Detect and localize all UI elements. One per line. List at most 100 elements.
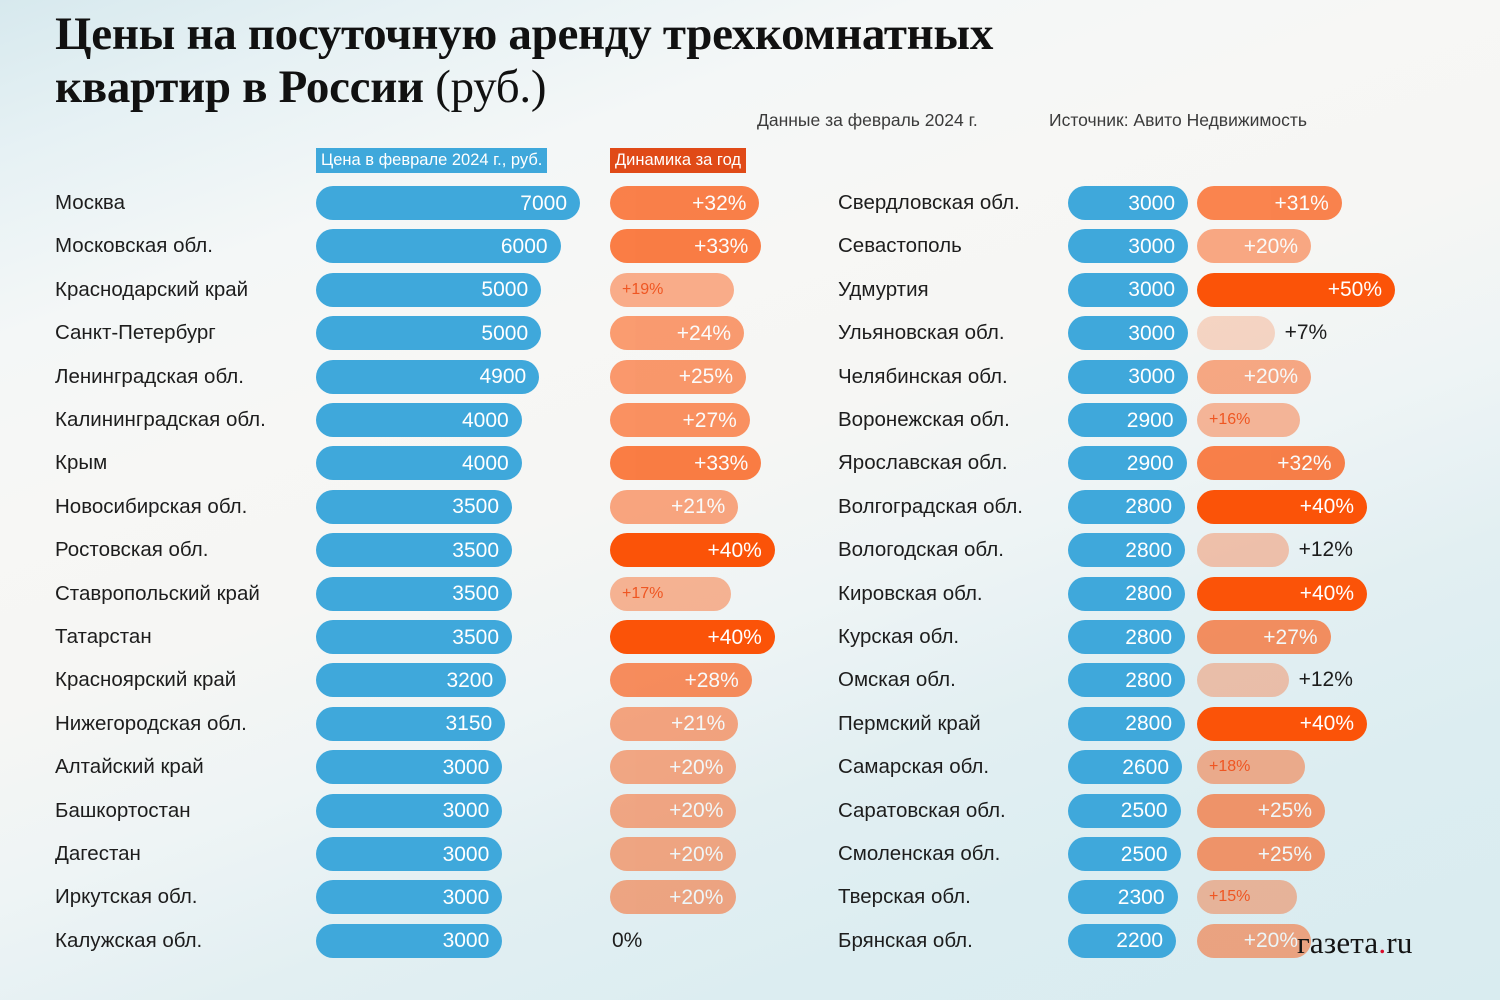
dynamics-bar[interactable]: +32% xyxy=(610,186,760,220)
dynamics-bar[interactable]: +40% xyxy=(1197,489,1367,524)
dynamics-bar[interactable] xyxy=(1197,880,1297,915)
dynamics-bar[interactable] xyxy=(1197,316,1275,351)
dynamics-bar[interactable] xyxy=(1197,533,1289,568)
table-row[interactable]: Красноярский край 3200 +28% xyxy=(0,663,800,706)
table-row[interactable]: Калининградская обл. 4000 +27% xyxy=(0,403,800,446)
dynamics-bar[interactable]: +20% xyxy=(1197,923,1311,958)
price-bar[interactable]: 3500 xyxy=(316,489,512,524)
price-bar[interactable]: 3000 xyxy=(316,793,503,828)
dynamics-bar[interactable]: +20% xyxy=(610,880,737,915)
table-row[interactable]: Ульяновская обл. 3000 +7% xyxy=(778,316,1500,359)
dynamics-bar[interactable] xyxy=(1197,750,1306,785)
price-bar[interactable]: 2900 xyxy=(1068,403,1187,437)
table-row[interactable]: Свердловская обл. 3000 +31% xyxy=(778,186,1500,229)
price-bar[interactable]: 3000 xyxy=(316,880,503,915)
price-bar[interactable]: 2800 xyxy=(1068,620,1185,654)
price-bar[interactable]: 3500 xyxy=(316,576,512,611)
table-row[interactable]: Севастополь 3000 +20% xyxy=(778,229,1500,272)
table-row[interactable]: Брянская обл. 2200 +20% xyxy=(778,923,1500,967)
table-row[interactable]: Самарская обл. 2600 +18% xyxy=(778,750,1500,793)
table-row[interactable]: Москва 7000 +32% xyxy=(0,186,800,229)
price-bar[interactable]: 2300 xyxy=(1068,880,1178,915)
table-row[interactable]: Санкт-Петербург 5000 +24% xyxy=(0,316,800,359)
table-row[interactable]: Курская обл. 2800 +27% xyxy=(778,620,1500,663)
dynamics-bar[interactable] xyxy=(610,576,731,611)
price-bar[interactable]: 3000 xyxy=(1068,359,1188,394)
dynamics-bar[interactable]: +27% xyxy=(610,403,750,437)
price-bar[interactable]: 4000 xyxy=(316,403,522,437)
table-row[interactable]: Челябинская обл. 3000 +20% xyxy=(778,359,1500,403)
table-row[interactable]: Саратовская обл. 2500 +25% xyxy=(778,793,1500,837)
price-bar[interactable]: 2600 xyxy=(1068,750,1182,785)
price-bar[interactable]: 3150 xyxy=(316,706,506,741)
price-bar[interactable]: 2800 xyxy=(1068,533,1185,568)
gazeta-logo[interactable]: газета.ru xyxy=(1297,925,1413,961)
dynamics-bar[interactable]: +40% xyxy=(1197,576,1367,611)
table-row[interactable]: Калужская обл. 3000 0% xyxy=(0,923,800,967)
price-bar[interactable]: 3000 xyxy=(1068,272,1188,307)
price-bar[interactable]: 2800 xyxy=(1068,706,1185,741)
price-bar[interactable]: 5000 xyxy=(316,272,542,307)
dynamics-bar[interactable] xyxy=(1197,663,1289,698)
table-row[interactable]: Нижегородская обл. 3150 +21% xyxy=(0,706,800,750)
price-bar[interactable]: 2500 xyxy=(1068,793,1181,828)
table-row[interactable]: Удмуртия 3000 +50% xyxy=(778,272,1500,316)
dynamics-bar[interactable]: +40% xyxy=(1197,706,1367,741)
price-bar[interactable]: 3000 xyxy=(1068,186,1188,220)
price-bar[interactable]: 2900 xyxy=(1068,446,1187,481)
dynamics-bar[interactable]: +33% xyxy=(610,229,762,264)
price-bar[interactable]: 3000 xyxy=(1068,316,1188,351)
dynamics-bar[interactable]: +20% xyxy=(1197,359,1311,394)
price-bar[interactable]: 2200 xyxy=(1068,923,1176,958)
table-row[interactable]: Смоленская обл. 2500 +25% xyxy=(778,837,1500,880)
dynamics-bar[interactable]: +20% xyxy=(1197,229,1311,264)
dynamics-bar[interactable]: +21% xyxy=(610,489,739,524)
price-bar[interactable]: 5000 xyxy=(316,316,542,351)
table-row[interactable]: Волгоградская обл. 2800 +40% xyxy=(778,489,1500,533)
table-row[interactable]: Татарстан 3500 +40% xyxy=(0,620,800,663)
table-row[interactable]: Башкортостан 3000 +20% xyxy=(0,793,800,837)
dynamics-bar[interactable]: +25% xyxy=(1197,837,1325,871)
table-row[interactable]: Воронежская обл. 2900 +16% xyxy=(778,403,1500,446)
table-row[interactable]: Тверская обл. 2300 +15% xyxy=(778,880,1500,923)
dynamics-bar[interactable]: +33% xyxy=(610,446,762,481)
table-row[interactable]: Ставропольский край 3500 +17% xyxy=(0,576,800,620)
dynamics-bar[interactable]: +24% xyxy=(610,316,745,351)
dynamics-bar[interactable]: +21% xyxy=(610,706,739,741)
table-row[interactable]: Новосибирская обл. 3500 +21% xyxy=(0,489,800,533)
table-row[interactable]: Крым 4000 +33% xyxy=(0,446,800,489)
price-bar[interactable]: 7000 xyxy=(316,186,580,220)
price-bar[interactable]: 2500 xyxy=(1068,837,1181,871)
dynamics-bar[interactable]: +28% xyxy=(610,663,752,698)
price-bar[interactable]: 6000 xyxy=(316,229,561,264)
price-bar[interactable]: 3000 xyxy=(316,923,503,958)
table-row[interactable]: Московская обл. 6000 +33% xyxy=(0,229,800,272)
table-row[interactable]: Омская обл. 2800 +12% xyxy=(778,663,1500,706)
dynamics-bar[interactable]: +27% xyxy=(1197,620,1331,654)
dynamics-bar[interactable]: +25% xyxy=(610,359,746,394)
price-bar[interactable]: 3200 xyxy=(316,663,507,698)
price-bar[interactable]: 3000 xyxy=(316,750,503,785)
dynamics-bar[interactable]: +40% xyxy=(610,620,775,654)
dynamics-bar[interactable]: +32% xyxy=(1197,446,1345,481)
dynamics-bar[interactable] xyxy=(1197,403,1300,437)
table-row[interactable]: Дагестан 3000 +20% xyxy=(0,837,800,880)
dynamics-bar[interactable]: +20% xyxy=(610,750,737,785)
dynamics-bar[interactable]: +20% xyxy=(610,793,737,828)
price-bar[interactable]: 4000 xyxy=(316,446,522,481)
table-row[interactable]: Кировская обл. 2800 +40% xyxy=(778,576,1500,620)
table-row[interactable]: Вологодская обл. 2800 +12% xyxy=(778,533,1500,576)
price-bar[interactable]: 2800 xyxy=(1068,576,1185,611)
dynamics-bar[interactable]: +50% xyxy=(1197,272,1395,307)
price-bar[interactable]: 4900 xyxy=(316,359,540,394)
price-bar[interactable]: 3500 xyxy=(316,533,512,568)
table-row[interactable]: Ростовская обл. 3500 +40% xyxy=(0,533,800,576)
price-bar[interactable]: 2800 xyxy=(1068,489,1185,524)
dynamics-bar[interactable]: +20% xyxy=(610,837,737,871)
table-row[interactable]: Алтайский край 3000 +20% xyxy=(0,750,800,793)
dynamics-bar[interactable] xyxy=(610,272,735,307)
dynamics-bar[interactable]: +40% xyxy=(610,533,775,568)
price-bar[interactable]: 3500 xyxy=(316,620,512,654)
table-row[interactable]: Ленинградская обл. 4900 +25% xyxy=(0,359,800,403)
dynamics-bar[interactable]: +31% xyxy=(1197,186,1342,220)
